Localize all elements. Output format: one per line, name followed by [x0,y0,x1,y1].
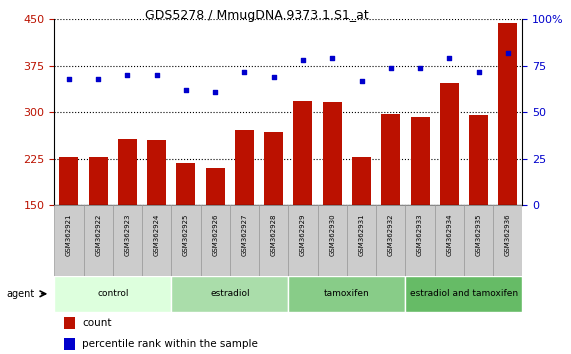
Text: estradiol: estradiol [210,289,250,298]
Text: estradiol and tamoxifen: estradiol and tamoxifen [410,289,518,298]
Bar [89,157,108,205]
Text: GSM362931: GSM362931 [359,214,364,256]
Bar [147,140,166,205]
Bar [347,205,376,276]
Bar [352,157,371,205]
Text: GSM362923: GSM362923 [124,214,130,256]
Point [357,78,366,84]
Text: GDS5278 / MmugDNA.9373.1.S1_at: GDS5278 / MmugDNA.9373.1.S1_at [145,9,369,22]
Text: GSM362935: GSM362935 [476,214,481,256]
Text: GSM362924: GSM362924 [154,214,160,256]
Bar [498,23,517,205]
Text: control: control [97,289,128,298]
Bar [264,132,283,205]
Text: GSM362936: GSM362936 [505,214,511,256]
Point [386,65,395,70]
Bar [54,205,83,276]
Point [474,69,483,74]
Point [445,56,454,61]
Bar [435,205,464,276]
Text: GSM362934: GSM362934 [447,214,452,256]
Bar [171,205,200,276]
Bar [63,338,75,350]
Point [328,56,337,61]
Bar [381,114,400,205]
Bar [411,117,429,205]
Bar [54,276,171,312]
Point [65,76,74,82]
Point [94,76,103,82]
Bar [493,205,522,276]
Bar [469,115,488,205]
Text: tamoxifen: tamoxifen [324,289,370,298]
Text: count: count [82,318,112,329]
Point [299,57,308,63]
Text: GSM362926: GSM362926 [212,214,218,256]
Point [123,72,132,78]
Text: GSM362929: GSM362929 [300,214,306,256]
Text: GSM362925: GSM362925 [183,214,189,256]
Bar [288,276,405,312]
Bar [63,318,75,329]
Text: percentile rank within the sample: percentile rank within the sample [82,339,258,349]
Bar [405,205,435,276]
Bar [288,205,317,276]
Bar [59,157,78,205]
Bar [323,102,342,205]
Bar [142,205,171,276]
Bar [405,276,522,312]
Bar [113,205,142,276]
Text: GSM362921: GSM362921 [66,214,72,256]
Point [182,87,191,93]
Text: GSM362932: GSM362932 [388,214,394,256]
Bar [259,205,288,276]
Text: GSM362922: GSM362922 [95,214,101,256]
Bar [376,205,405,276]
Bar [317,205,347,276]
Point [416,65,425,70]
Point [240,69,249,74]
Text: agent: agent [7,289,35,299]
Bar [200,205,230,276]
Text: GSM362927: GSM362927 [242,214,247,256]
Bar [230,205,259,276]
Bar [293,101,312,205]
Point [503,50,512,56]
Bar [440,82,459,205]
Bar [118,139,137,205]
Point [211,89,220,95]
Text: GSM362928: GSM362928 [271,214,277,256]
Point [269,74,278,80]
Point [152,72,161,78]
Bar [235,130,254,205]
Text: GSM362933: GSM362933 [417,214,423,256]
Bar [464,205,493,276]
Bar [83,205,112,276]
Bar [176,163,195,205]
Text: GSM362930: GSM362930 [329,214,335,256]
Bar [171,276,288,312]
Bar [206,168,225,205]
